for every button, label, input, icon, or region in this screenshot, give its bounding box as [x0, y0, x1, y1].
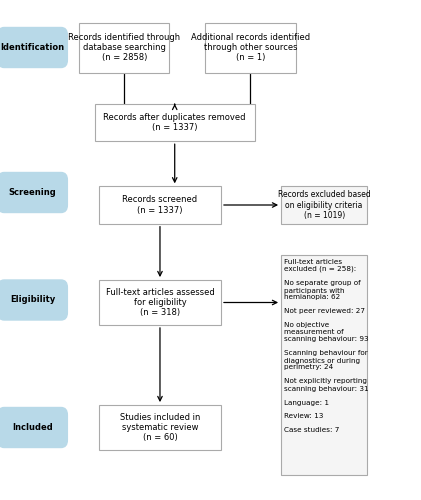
FancyBboxPatch shape [99, 186, 221, 224]
Text: Records excluded based
on eligibility criteria
(n = 1019): Records excluded based on eligibility cr… [278, 190, 370, 220]
FancyBboxPatch shape [95, 104, 255, 141]
Text: Eligibility: Eligibility [10, 296, 55, 304]
FancyBboxPatch shape [205, 22, 296, 72]
Text: Records screened
(n = 1337): Records screened (n = 1337) [123, 196, 197, 214]
FancyBboxPatch shape [281, 255, 367, 475]
FancyBboxPatch shape [0, 408, 67, 448]
Text: Additional records identified
through other sources
(n = 1): Additional records identified through ot… [191, 32, 310, 62]
Text: Identification: Identification [0, 43, 65, 52]
FancyBboxPatch shape [99, 405, 221, 450]
FancyBboxPatch shape [0, 280, 67, 320]
FancyBboxPatch shape [99, 280, 221, 325]
Text: Full-text articles assessed
for eligibility
(n = 318): Full-text articles assessed for eligibil… [106, 288, 214, 318]
FancyBboxPatch shape [79, 22, 169, 72]
Text: Screening: Screening [9, 188, 56, 197]
Text: Studies included in
systematic review
(n = 60): Studies included in systematic review (n… [120, 412, 200, 442]
Text: Records after duplicates removed
(n = 1337): Records after duplicates removed (n = 13… [104, 113, 246, 132]
Text: Included: Included [12, 423, 53, 432]
FancyBboxPatch shape [0, 172, 67, 212]
FancyBboxPatch shape [0, 28, 67, 68]
FancyBboxPatch shape [281, 186, 367, 224]
Text: Full-text articles
excluded (n = 258):

No separate group of
participants with
h: Full-text articles excluded (n = 258): N… [284, 259, 369, 434]
Text: Records identified through
database searching
(n = 2858): Records identified through database sear… [68, 32, 180, 62]
